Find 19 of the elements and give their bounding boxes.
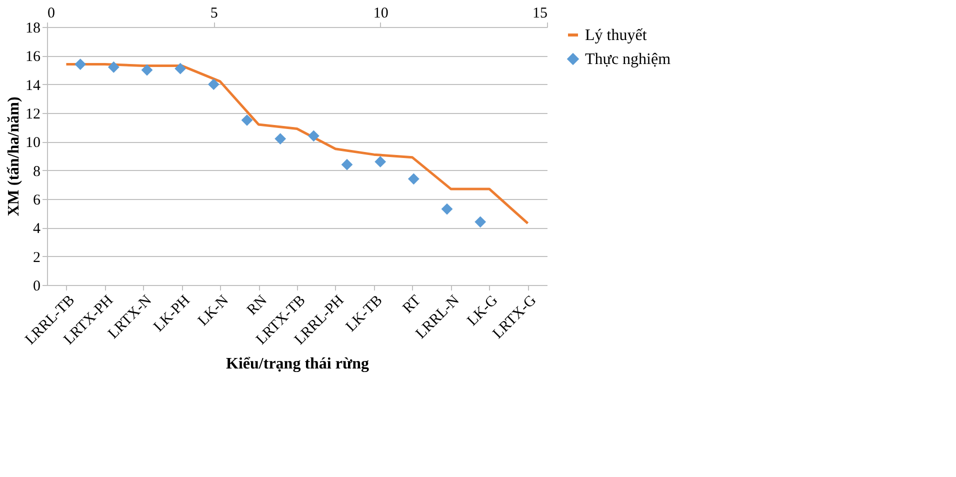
- y-tick-label: 16: [26, 49, 41, 66]
- y-tick-label: 18: [26, 20, 40, 36]
- x2-tick-label: 5: [210, 6, 218, 22]
- y-tick-label: 0: [33, 278, 40, 294]
- legend-label: Thực nghiệm: [585, 51, 672, 68]
- x2-tick-label: 0: [48, 6, 55, 22]
- y-tick-label: 6: [33, 192, 41, 208]
- y-axis-title: XM (tấn/ha/năm): [6, 96, 22, 216]
- y-tick-label: 10: [26, 135, 40, 152]
- y-tick-label: 4: [33, 221, 41, 238]
- y-tick-label: 2: [33, 250, 40, 266]
- x2-tick-label: 15: [532, 6, 548, 22]
- line-series: [64, 63, 530, 225]
- x-axis-title: Kiểu/trạng thái rừng: [226, 355, 369, 372]
- legend-label: Lý thuyết: [585, 27, 648, 44]
- x2-tick-label: 10: [373, 6, 388, 22]
- y-tick-label: 12: [26, 106, 40, 122]
- y-tick-label: 8: [33, 164, 40, 180]
- y-tick-label: 14: [26, 78, 41, 94]
